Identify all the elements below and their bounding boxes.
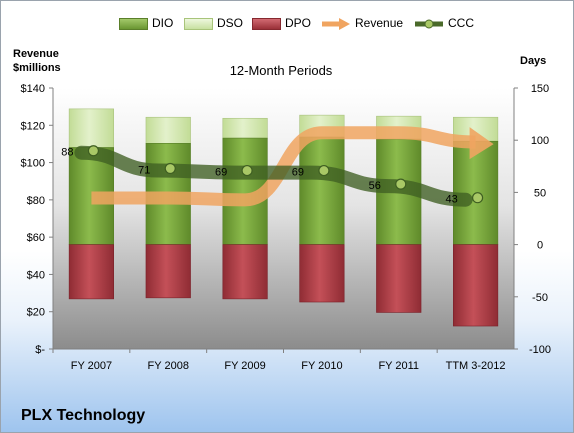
right-axis-tick-label: 0 [537,240,543,252]
x-axis-tick-label: FY 2007 [71,360,112,372]
legend-swatch-dso [184,17,213,30]
left-axis-tick-label: $120 [21,120,45,132]
legend-item-dpo: DPO [252,16,311,30]
x-axis-tick-label: FY 2008 [148,360,189,372]
bar-dio [299,136,345,245]
legend-line-ccc [415,19,443,29]
x-axis-tick-label: TTM 3-2012 [446,360,506,372]
ccc-marker [395,178,407,190]
right-axis-tick-label: 150 [531,83,549,95]
bar-dso [145,116,191,144]
legend: DIO DSO DPO Revenue CCC [1,16,573,32]
legend-label-ccc: CCC [448,16,474,30]
left-axis-title-line1: Revenue [13,48,59,60]
ccc-data-label: 69 [215,167,227,179]
legend-label-revenue: Revenue [355,16,404,30]
ccc-series: 88 71 69 69 56 43 [61,145,484,207]
left-axis-tick-label: $40 [27,269,45,281]
legend-label-dso: DSO [217,16,244,30]
bar-dpo [222,244,268,300]
ccc-marker [87,145,100,157]
bar-group [68,108,499,327]
revenue-line [91,126,476,207]
ccc-marker [471,192,484,204]
company-name: PLX Technology [21,407,146,424]
ccc-data-label: 43 [445,194,457,206]
chart-title: 12-Month Periods [229,63,333,78]
ccc-data-label: 88 [61,147,73,159]
plot-background [53,88,514,349]
revenue-arrowhead [469,127,494,160]
ccc-marker [318,164,330,177]
bar-dpo [68,244,114,300]
bar-dpo [453,244,499,327]
left-axis-tick-label: $140 [21,83,45,95]
bar-dpo [145,244,191,299]
revenue-series [91,126,494,207]
ccc-data-label: 69 [292,167,304,179]
legend-item-revenue: Revenue [321,16,403,30]
left-axis-tick-label: $- [35,344,45,356]
legend-item-dio: DIO [119,16,173,30]
legend-arrow-revenue [322,17,350,30]
axes: $- $20 $40 $60 $80 $100 $120 $140 -100 -50 0 50 100 1… [21,83,552,372]
right-axis-tick-label: -50 [532,292,548,304]
left-axis-tick-label: $80 [27,195,45,207]
ccc-marker [241,164,253,177]
left-axis-title-line2: $millions [13,62,61,74]
legend-label-dio: DIO [152,16,174,30]
left-axis-tick-label: $60 [27,232,45,244]
bar-dpo [299,244,345,303]
right-axis-tick-label: 100 [531,135,549,147]
right-axis-title: Days [520,55,547,67]
bar-dpo [376,244,422,313]
right-axis-tick-label: 50 [534,187,546,199]
left-axis-title: Revenue $millions [13,47,61,75]
ccc-data-label: 56 [369,180,381,192]
ccc-data-label: 71 [138,164,150,176]
x-axis-tick-label: FY 2010 [301,360,342,372]
left-axis-tick-label: $100 [21,158,45,170]
right-axis-tick-label: -100 [529,344,551,356]
ccc-marker [164,162,176,175]
legend-label-dpo: DPO [285,16,312,30]
left-axis-tick-label: $20 [27,307,45,319]
bar-dso [222,117,268,139]
x-axis-tick-label: FY 2011 [378,360,419,372]
x-axis-tick-label: FY 2009 [224,360,265,372]
legend-item-ccc: CCC [414,16,474,30]
legend-swatch-dio [119,17,148,30]
bar-dso [68,108,114,148]
legend-swatch-dpo [252,17,281,30]
legend-item-dso: DSO [184,16,243,30]
